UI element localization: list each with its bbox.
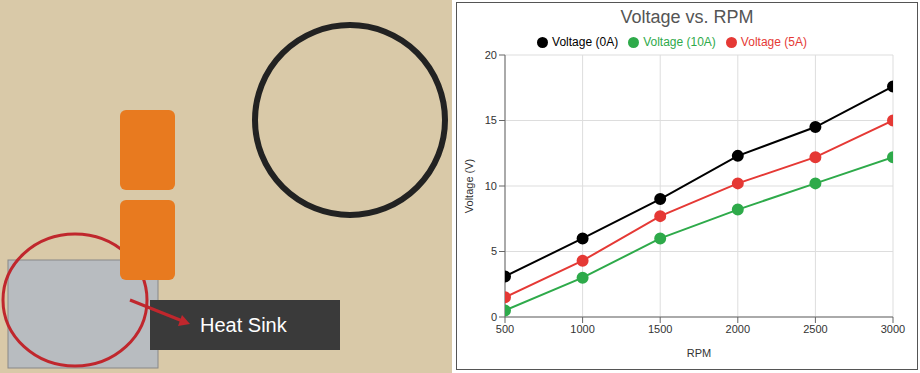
svg-text:0: 0 bbox=[491, 311, 497, 323]
svg-text:3000: 3000 bbox=[881, 323, 905, 335]
svg-text:2500: 2500 bbox=[803, 323, 827, 335]
html-text:Voltage (5A): Voltage (5A) bbox=[740, 35, 807, 49]
html-text:Voltage vs. RPM: Voltage vs. RPM bbox=[620, 7, 754, 27]
svg-text:RPM: RPM bbox=[687, 347, 711, 359]
svg-text:Heat Sink: Heat Sink bbox=[200, 314, 288, 336]
svg-text:500: 500 bbox=[496, 323, 514, 335]
svg-text:Voltage (V): Voltage (V) bbox=[463, 159, 475, 213]
svg-text:15: 15 bbox=[485, 114, 497, 126]
html-text:Voltage (10A): Voltage (10A) bbox=[643, 35, 716, 49]
html-text:Voltage (0A): Voltage (0A) bbox=[552, 35, 619, 49]
svg-text:20: 20 bbox=[485, 49, 497, 61]
svg-text:5: 5 bbox=[491, 245, 497, 257]
svg-text:1500: 1500 bbox=[648, 323, 672, 335]
svg-text:2000: 2000 bbox=[726, 323, 750, 335]
svg-text:10: 10 bbox=[485, 180, 497, 192]
svg-text:1000: 1000 bbox=[570, 323, 594, 335]
